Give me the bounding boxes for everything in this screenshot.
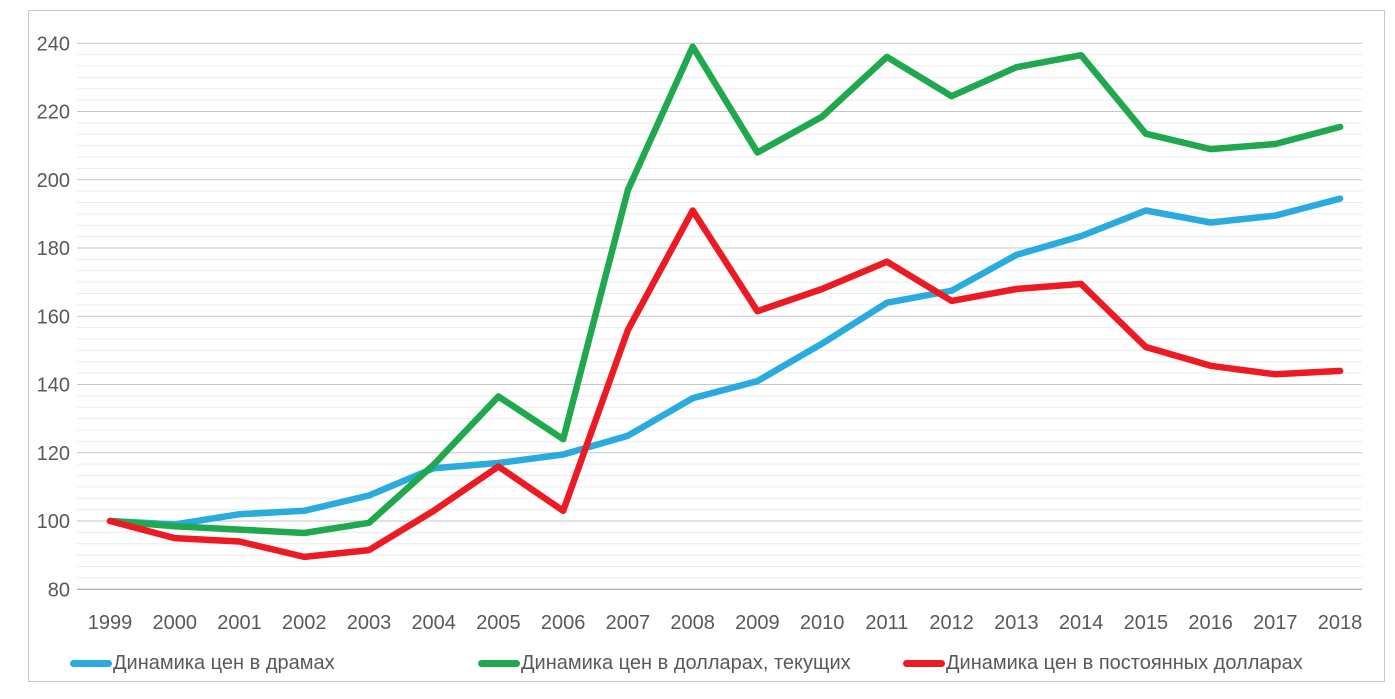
x-axis-tick-label: 2000 xyxy=(152,612,197,634)
x-axis-tick-label: 1999 xyxy=(88,612,133,634)
x-axis-tick-label: 2006 xyxy=(541,612,586,634)
legend-item-2: Динамика цен в постоянных долларах xyxy=(903,648,1303,678)
series-line-2 xyxy=(106,207,1344,561)
series-line-0 xyxy=(106,195,1344,528)
y-axis-tick-label: 80 xyxy=(48,579,70,601)
x-axis-tick-label: 2007 xyxy=(606,612,651,634)
legend-swatch-icon xyxy=(70,659,112,667)
y-axis-tick-label: 100 xyxy=(37,511,70,533)
x-axis-tick-label: 2017 xyxy=(1253,612,1298,634)
y-axis-tick-label: 180 xyxy=(37,238,70,260)
x-axis-tick-label: 2009 xyxy=(735,612,780,634)
x-axis-tick-label: 2016 xyxy=(1188,612,1233,634)
x-axis-tick-label: 2010 xyxy=(800,612,845,634)
legend-swatch-icon xyxy=(903,659,945,667)
x-axis-tick-label: 2008 xyxy=(670,612,715,634)
x-axis-tick-label: 2014 xyxy=(1059,612,1104,634)
x-axis-tick-label: 2015 xyxy=(1124,612,1169,634)
legend-label: Динамика цен в долларах, текущих xyxy=(521,652,851,674)
legend-swatch-icon xyxy=(478,659,520,667)
legend-item-0: Динамика цен в драмах xyxy=(70,648,335,678)
x-axis-tick-label: 2002 xyxy=(282,612,327,634)
legend-item-1: Динамика цен в долларах, текущих xyxy=(478,648,851,678)
x-axis-tick-label: 2013 xyxy=(994,612,1039,634)
legend-label: Динамика цен в драмах xyxy=(113,652,335,674)
y-axis-tick-label: 140 xyxy=(37,375,70,397)
y-axis-tick-label: 220 xyxy=(37,102,70,124)
x-axis-tick-label: 2004 xyxy=(411,612,456,634)
x-axis-tick-label: 2018 xyxy=(1318,612,1363,634)
x-axis-tick-label: 2001 xyxy=(217,612,262,634)
legend-label: Динамика цен в постоянных долларах xyxy=(946,652,1303,674)
y-axis-tick-label: 240 xyxy=(37,33,70,55)
series-line-1 xyxy=(106,43,1344,537)
x-axis-tick-label: 2003 xyxy=(347,612,392,634)
y-axis-tick-label: 160 xyxy=(37,306,70,328)
x-axis-tick-label: 2005 xyxy=(476,612,521,634)
x-axis-tick-label: 2012 xyxy=(929,612,974,634)
y-axis-tick-label: 200 xyxy=(37,170,70,192)
chart-legend: Динамика цен в драмах Динамика цен в долл… xyxy=(0,648,1395,678)
x-axis-tick-label: 2011 xyxy=(865,612,908,634)
y-axis-tick-label: 120 xyxy=(37,443,70,465)
